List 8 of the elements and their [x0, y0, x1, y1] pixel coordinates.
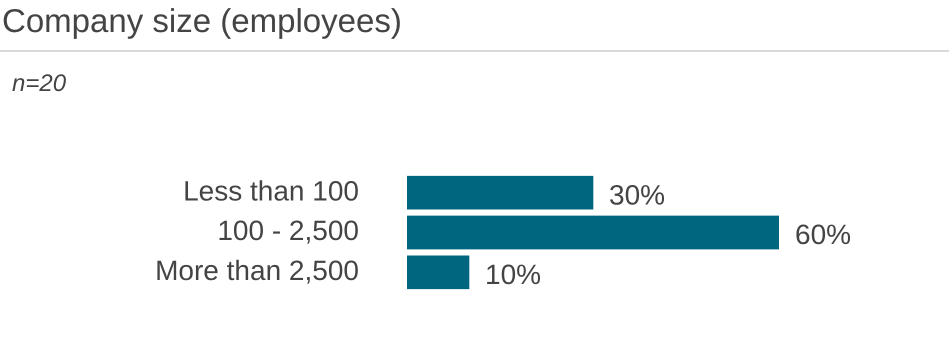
y-tick-label: More than 2,500	[155, 255, 359, 286]
y-tick-label: 100 - 2,500	[217, 215, 359, 246]
chart-title: Company size (employees)	[2, 2, 402, 40]
data-label: 10%	[485, 259, 542, 290]
data-label: 60%	[795, 219, 852, 250]
y-tick-label: Less than 100	[183, 175, 359, 206]
data-label: 30%	[609, 179, 666, 210]
text: n=20	[12, 70, 66, 98]
